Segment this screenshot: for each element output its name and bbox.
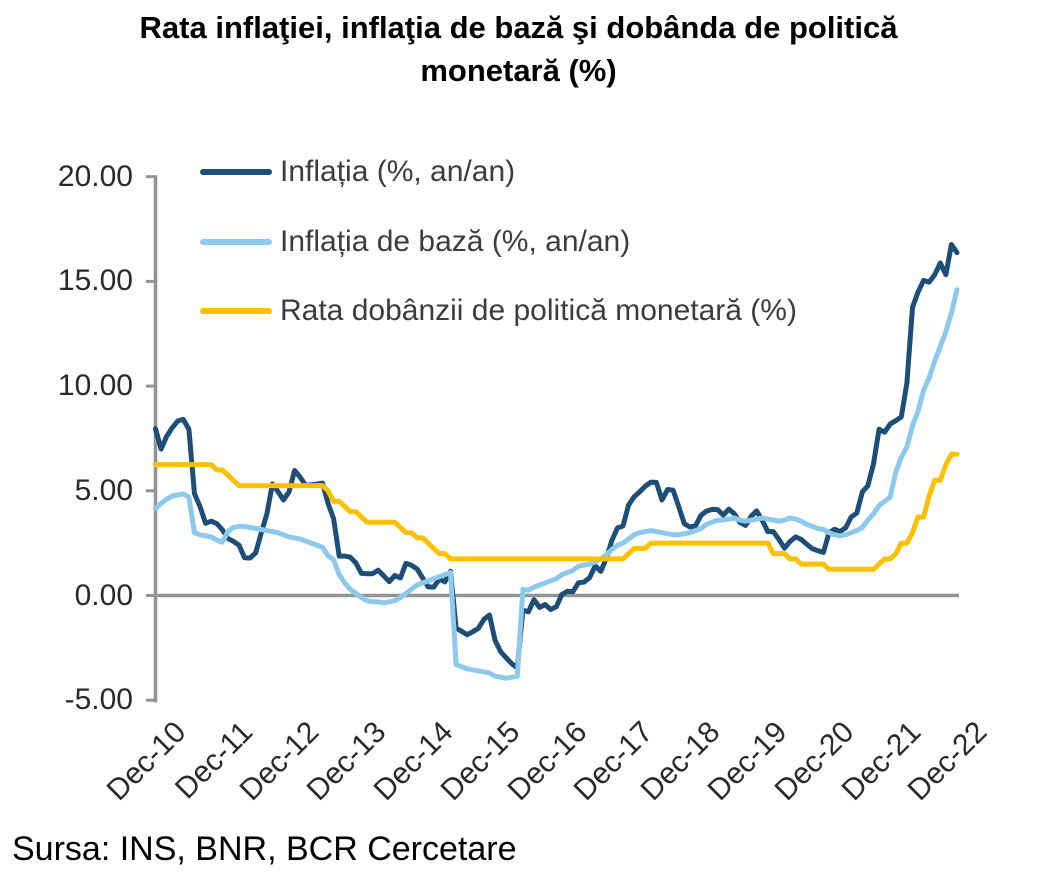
legend-line-rata-dobanzii-icon	[200, 308, 272, 314]
legend-line-inflatia-de-baza-icon	[200, 239, 272, 245]
legend-item-inflatia-de-baza: Inflația de bază (%, an/an)	[200, 225, 630, 259]
legend-item-rata-dobanzii: Rata dobânzii de politică monetară (%)	[200, 294, 797, 328]
legend-label-inflatia-de-baza: Inflația de bază (%, an/an)	[280, 225, 631, 258]
series-line-rata-dobanzii	[153, 451, 960, 572]
y-tick-label: 5.00	[74, 473, 133, 507]
source-note: Sursa: INS, BNR, BCR Cercetare	[12, 830, 517, 868]
y-tick-label: 20.00	[57, 159, 133, 193]
y-tick-label: 15.00	[57, 264, 133, 298]
y-tick-label: 10.00	[57, 369, 133, 403]
legend-label-rata-dobanzii: Rata dobânzii de politică monetară (%)	[280, 294, 797, 327]
chart-title-line1: Rata inflaţiei, inflaţia de bază şi dobâ…	[139, 10, 898, 45]
series-line-inflatia-de-baza	[153, 287, 960, 681]
y-tick-label: 0.00	[74, 578, 133, 612]
legend-line-inflatia-icon	[200, 169, 272, 175]
legend-item-inflatia: Inflația (%, an/an)	[200, 155, 515, 189]
y-tick-label: -5.00	[64, 683, 133, 717]
chart-title: Rata inflaţiei, inflaţia de bază şi dobâ…	[0, 6, 1037, 92]
legend-label-inflatia: Inflația (%, an/an)	[280, 155, 516, 188]
chart-title-line2: monetară (%)	[420, 53, 617, 88]
series-line-inflatia	[153, 242, 960, 671]
